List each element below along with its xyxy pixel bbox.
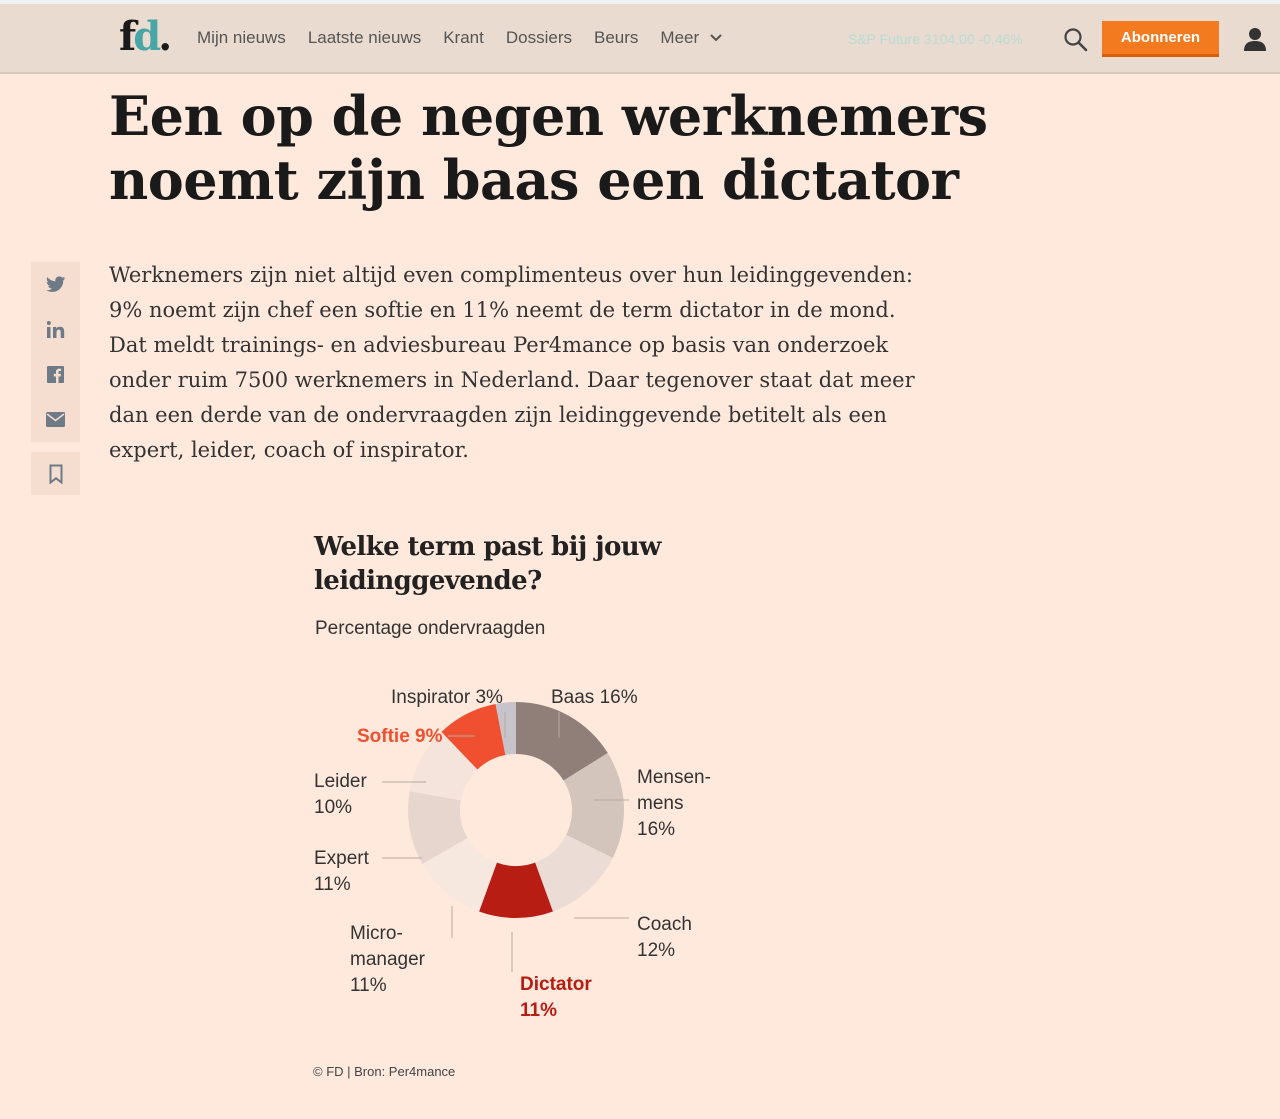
slice-label-line: Baas 16% bbox=[551, 687, 638, 708]
nav-mijn-nieuws[interactable]: Mijn nieuws bbox=[197, 28, 286, 47]
chart-subtitle: Percentage ondervraagden bbox=[315, 618, 546, 639]
logo-f: f bbox=[119, 13, 136, 60]
article-headline: Een op de negen werknemers noemt zijn ba… bbox=[109, 84, 988, 212]
chart-source-credit: © FD | Bron: Per4mance bbox=[313, 1064, 456, 1079]
donut-slice-baas bbox=[516, 702, 608, 781]
slice-label-line: 12% bbox=[637, 940, 675, 961]
donut-slice-expert bbox=[408, 791, 468, 864]
donut-slice-coach bbox=[535, 834, 613, 912]
top-accent-line bbox=[0, 0, 1280, 4]
nav-beurs[interactable]: Beurs bbox=[593, 28, 639, 47]
chart-title: Welke term past bij jouw leidinggevende? bbox=[314, 532, 661, 596]
slice-label-line: Dictator bbox=[520, 974, 592, 995]
donut-slice-micro-manager bbox=[422, 838, 497, 912]
bookmark-icon[interactable] bbox=[31, 452, 80, 495]
slice-label-line: Coach bbox=[637, 914, 692, 935]
slice-label-line: Expert bbox=[314, 848, 370, 869]
chevron-down-icon bbox=[709, 28, 723, 48]
linkedin-icon[interactable] bbox=[31, 307, 80, 352]
twitter-icon[interactable] bbox=[31, 262, 80, 307]
nav-laatste-nieuws[interactable]: Laatste nieuws bbox=[307, 28, 422, 47]
facebook-icon[interactable] bbox=[31, 352, 80, 397]
mail-icon[interactable] bbox=[31, 397, 80, 442]
top-navigation-bar: fd. Mijn nieuws Laatste nieuws Krant Dos… bbox=[0, 0, 1280, 74]
slice-label-mensen-mens: Mensen-mens 16% bbox=[637, 767, 711, 840]
donut-slice-softie bbox=[441, 703, 506, 770]
donut-slice-inspirator bbox=[495, 702, 516, 756]
slice-label-coach: Coach 12% bbox=[637, 914, 692, 961]
user-account-icon[interactable] bbox=[1242, 26, 1268, 52]
slice-label-line: Inspirator 3% bbox=[391, 687, 503, 708]
nav-meer[interactable]: Meer bbox=[660, 28, 723, 48]
slice-label-micro-manager: Micro-manager 11% bbox=[350, 923, 426, 996]
market-ticker[interactable]: S&P Future 3104,00 -0,46% bbox=[848, 31, 1023, 47]
logo-dot: . bbox=[158, 13, 172, 60]
logo-d: d bbox=[133, 13, 161, 60]
slice-label-leider: Leider 10% bbox=[314, 771, 367, 818]
donut-chart: Baas 16% Mensen-mens 16% Coach 12% Dictator 11… bbox=[314, 687, 711, 1021]
slice-label-line: Mensen- bbox=[637, 767, 711, 788]
share-buttons bbox=[31, 262, 80, 442]
slice-label-inspirator: Inspirator 3% bbox=[391, 687, 503, 708]
article-lead-paragraph: Werknemers zijn niet altijd even complim… bbox=[109, 263, 915, 462]
search-icon[interactable] bbox=[1063, 27, 1089, 53]
slice-label-baas: Baas 16% bbox=[551, 687, 638, 708]
nav-meer-label: Meer bbox=[660, 28, 700, 47]
nav-krant[interactable]: Krant bbox=[443, 28, 484, 47]
slice-label-line: 11% bbox=[314, 874, 351, 895]
slice-label-line: Softie 9% bbox=[357, 726, 443, 747]
slice-label-line: 11% bbox=[350, 975, 387, 996]
slice-label-line: 16% bbox=[637, 819, 675, 840]
share-rail bbox=[31, 262, 80, 495]
slice-label-softie: Softie 9% bbox=[357, 726, 443, 747]
slice-label-line: manager bbox=[350, 949, 426, 970]
slice-label-line: 10% bbox=[314, 797, 352, 818]
main-menu: Mijn nieuws Laatste nieuws Krant Dossier… bbox=[197, 28, 745, 48]
slice-label-line: 11% bbox=[520, 1000, 557, 1021]
donut-slice-mensen-mens bbox=[563, 753, 624, 858]
slice-label-line: mens bbox=[637, 793, 683, 814]
slice-label-dictator: Dictator 11% bbox=[520, 974, 592, 1021]
slice-label-expert: Expert 11% bbox=[314, 848, 370, 895]
nav-dossiers[interactable]: Dossiers bbox=[505, 28, 572, 47]
subscribe-button[interactable]: Abonneren bbox=[1102, 21, 1219, 57]
slice-label-line: Micro- bbox=[350, 923, 403, 944]
fd-logo[interactable]: fd. bbox=[119, 12, 172, 62]
donut-slice-leider bbox=[409, 731, 478, 801]
slice-label-line: Leider bbox=[314, 771, 367, 792]
donut-slice-dictator bbox=[479, 862, 553, 918]
